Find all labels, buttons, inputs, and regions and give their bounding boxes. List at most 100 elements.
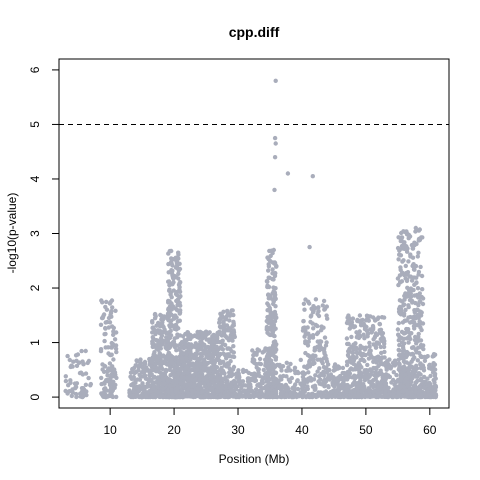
data-point — [403, 263, 408, 269]
data-point — [352, 367, 358, 372]
data-point — [257, 356, 263, 362]
data-point — [201, 365, 206, 371]
data-point — [142, 373, 148, 378]
data-point — [75, 352, 81, 357]
data-point — [83, 382, 89, 387]
data-point — [152, 374, 157, 380]
data-point — [276, 385, 281, 391]
data-point — [328, 389, 333, 395]
data-point — [416, 236, 422, 242]
data-point — [170, 263, 175, 268]
data-point — [344, 362, 350, 368]
data-point — [361, 321, 366, 327]
data-point — [86, 375, 91, 381]
data-point — [366, 314, 371, 319]
data-point — [396, 257, 401, 262]
data-point — [138, 357, 143, 362]
data-point — [109, 324, 115, 329]
data-point — [422, 391, 427, 396]
data-point — [109, 394, 115, 399]
data-point — [136, 363, 142, 369]
data-point — [150, 367, 155, 372]
data-point — [398, 238, 403, 244]
data-point — [127, 390, 132, 395]
data-point — [418, 342, 424, 348]
data-point — [316, 313, 322, 319]
data-point — [361, 332, 366, 337]
data-point — [366, 386, 371, 391]
data-point — [196, 344, 201, 349]
data-point — [169, 302, 174, 307]
data-point — [276, 379, 281, 384]
data-point — [266, 303, 271, 308]
data-point — [417, 291, 422, 296]
data-point — [234, 375, 239, 380]
data-point — [273, 286, 278, 291]
data-point — [266, 292, 271, 297]
data-point — [301, 380, 306, 385]
data-point — [365, 394, 371, 399]
data-point — [307, 244, 312, 250]
data-point — [185, 330, 190, 335]
data-point — [107, 361, 113, 366]
data-point — [195, 356, 200, 362]
data-point — [314, 331, 320, 337]
data-point — [267, 332, 272, 337]
data-point — [399, 243, 405, 249]
data-point — [430, 354, 435, 359]
data-point — [279, 391, 284, 396]
data-point — [318, 372, 323, 378]
data-point — [239, 385, 244, 391]
data-point — [279, 384, 285, 389]
data-point — [225, 353, 230, 358]
data-point — [310, 333, 316, 338]
data-point — [202, 359, 207, 364]
data-point — [361, 351, 366, 357]
data-point — [171, 378, 176, 383]
data-point — [245, 383, 250, 388]
data-point — [267, 346, 272, 351]
data-point — [346, 359, 351, 364]
data-point — [431, 377, 436, 383]
data-point — [346, 313, 351, 318]
data-point — [150, 319, 155, 324]
data-point — [370, 355, 375, 360]
data-point — [400, 259, 405, 264]
data-point — [321, 373, 327, 378]
data-point — [138, 374, 143, 379]
data-point — [428, 373, 433, 379]
data-point — [138, 393, 144, 398]
x-axis-label: Position (Mb) — [219, 452, 290, 466]
data-point — [399, 329, 405, 335]
data-point — [102, 338, 107, 344]
data-point — [73, 391, 79, 397]
data-point — [412, 308, 417, 313]
data-point — [355, 317, 360, 323]
data-point — [401, 367, 406, 372]
data-point — [270, 362, 275, 367]
data-point — [156, 354, 161, 360]
data-point — [243, 394, 248, 400]
data-point — [105, 394, 110, 399]
data-point — [194, 334, 200, 339]
data-point — [210, 371, 216, 376]
data-point — [187, 382, 192, 387]
data-point — [172, 373, 177, 378]
data-point — [137, 384, 142, 389]
data-point — [156, 375, 161, 380]
data-point — [168, 383, 173, 389]
data-point — [176, 256, 181, 261]
data-point — [379, 355, 385, 360]
data-point — [401, 311, 407, 316]
data-point — [396, 391, 401, 396]
data-point — [323, 353, 328, 358]
data-point — [273, 357, 278, 362]
data-point — [385, 373, 390, 378]
data-point — [272, 333, 277, 339]
data-point — [406, 232, 411, 237]
data-point — [326, 362, 331, 367]
data-point — [312, 383, 318, 388]
data-point — [218, 345, 224, 350]
data-point — [293, 392, 298, 398]
